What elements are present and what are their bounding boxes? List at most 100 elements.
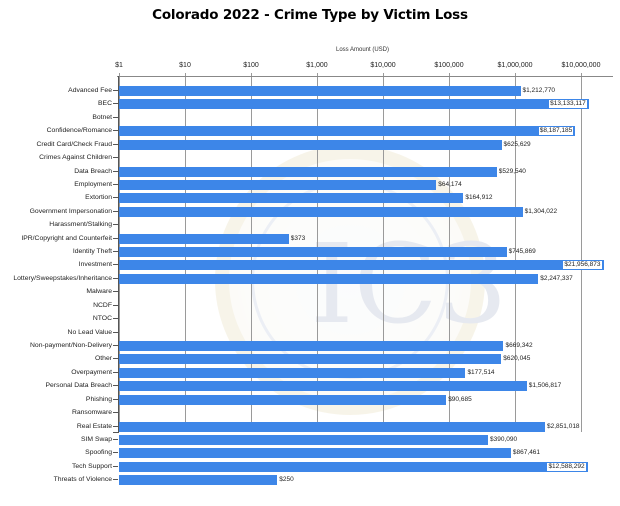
bar-row: Overpayment $177,514	[0, 366, 620, 379]
bar-row: NCDF	[0, 299, 620, 312]
x-tick-label: $10	[179, 62, 191, 69]
bar-row: IPR/Copyright and Counterfeit $373	[0, 232, 620, 245]
category-tick	[113, 116, 118, 118]
category-tick	[113, 251, 118, 253]
category-label: Other	[95, 355, 112, 363]
category-label: Tech Support	[71, 462, 112, 470]
category-tick	[113, 291, 118, 293]
category-label: Phishing	[85, 395, 112, 403]
category-label: NTOC	[92, 315, 112, 323]
bar-row: NTOC	[0, 312, 620, 325]
value-label: $529,540	[498, 167, 526, 175]
category-tick	[113, 224, 118, 226]
category-tick	[113, 170, 118, 172]
bar-row: Data Breach $529,540	[0, 165, 620, 178]
bar-row: Employment $64,174	[0, 178, 620, 191]
category-tick	[113, 452, 118, 454]
bar	[119, 354, 502, 365]
bar-row: Confidence/Romance $8,187,185	[0, 124, 620, 137]
gridline	[514, 73, 516, 432]
category-label: IPR/Copyright and Counterfeit	[21, 234, 112, 242]
category-label: Advanced Fee	[68, 87, 112, 94]
category-tick	[113, 90, 118, 91]
category-tick	[113, 130, 118, 132]
chart-title: Colorado 2022 - Crime Type by Victim Los…	[152, 7, 468, 23]
category-tick	[113, 157, 118, 159]
bar	[119, 367, 466, 378]
bar-row: Botnet	[0, 111, 620, 124]
bar-row: SIM Swap $390,090	[0, 433, 620, 446]
category-tick	[113, 344, 118, 346]
value-label: $867,461	[512, 449, 541, 457]
value-label: $8,187,185	[537, 126, 575, 137]
category-label: Botnet	[92, 113, 112, 121]
category-tick	[113, 318, 118, 320]
bar-row: Extortion $164,912	[0, 191, 620, 204]
x-axis-line	[117, 76, 613, 77]
category-label: Credit Card/Check Fraud	[36, 140, 112, 148]
bar-row: Spoofing $867,461	[0, 446, 620, 459]
category-tick	[113, 358, 118, 360]
bar	[119, 86, 521, 96]
bar	[119, 448, 511, 459]
bar-row: Personal Data Breach $1,506,817	[0, 379, 620, 392]
category-tick	[113, 438, 118, 440]
value-label: $2,247,337	[540, 274, 573, 282]
x-tick-label: $100	[243, 62, 259, 69]
category-tick	[113, 183, 118, 185]
value-label: $1,212,770	[522, 87, 556, 94]
category-tick	[113, 304, 118, 306]
bar	[119, 273, 539, 284]
bar-row: Identity Theft $745,869	[0, 245, 620, 258]
category-label: Crimes Against Children	[39, 154, 112, 162]
category-label: Ransomware	[71, 409, 112, 417]
bar-row: Harassment/Stalking	[0, 218, 620, 231]
y-axis-end-tick	[113, 432, 119, 433]
x-axis-label: Loss Amount (USD)	[335, 47, 390, 53]
value-label: $390,090	[490, 435, 518, 443]
value-label: $1,304,022	[524, 207, 558, 215]
value-label: $64,174	[438, 180, 462, 188]
category-tick	[113, 210, 118, 212]
category-label: Identity Theft	[72, 248, 112, 256]
bar-row: Threats of Violence $250	[0, 473, 620, 486]
bar	[119, 193, 464, 204]
category-tick	[113, 143, 118, 145]
bar-row: Real Estate $2,851,018	[0, 420, 620, 433]
value-label: $90,685	[448, 395, 472, 403]
x-tick-label: $10,000	[370, 62, 396, 69]
bar-row: Crimes Against Children	[0, 151, 620, 164]
value-label: $21,956,873	[562, 260, 603, 271]
category-label: Government Impersonation	[29, 207, 112, 215]
category-label: NCDF	[93, 301, 112, 309]
bar-row: Ransomware	[0, 406, 620, 419]
bar-row: BEC $13,133,117	[0, 97, 620, 110]
category-label: Malware	[86, 288, 112, 296]
category-label: Extortion	[85, 194, 112, 202]
value-label: $625,629	[503, 140, 531, 148]
category-tick	[113, 371, 118, 373]
value-label: $1,506,817	[528, 382, 562, 390]
category-label: Overpayment	[71, 368, 112, 376]
category-label: Confidence/Romance	[46, 127, 112, 135]
bar-row: Advanced Fee $1,212,770	[0, 84, 620, 97]
x-tick-label: $100,000	[434, 62, 464, 69]
bar	[119, 99, 589, 110]
bar	[119, 434, 489, 445]
bar-row: Non-payment/Non-Delivery $669,342	[0, 339, 620, 352]
bar-row: No Lead Value	[0, 326, 620, 339]
category-label: BEC	[98, 100, 112, 108]
bar	[119, 394, 447, 405]
category-label: Non-payment/Non-Delivery	[30, 341, 112, 349]
category-tick	[113, 465, 118, 467]
category-tick	[113, 385, 118, 387]
category-tick	[113, 197, 118, 199]
value-label: $250	[279, 476, 294, 484]
gridline	[580, 73, 582, 432]
category-tick	[113, 264, 118, 266]
bar-row: Phishing $90,685	[0, 393, 620, 406]
value-label: $620,045	[503, 355, 531, 363]
x-tick-label: $1	[115, 62, 123, 69]
category-tick	[113, 103, 118, 105]
